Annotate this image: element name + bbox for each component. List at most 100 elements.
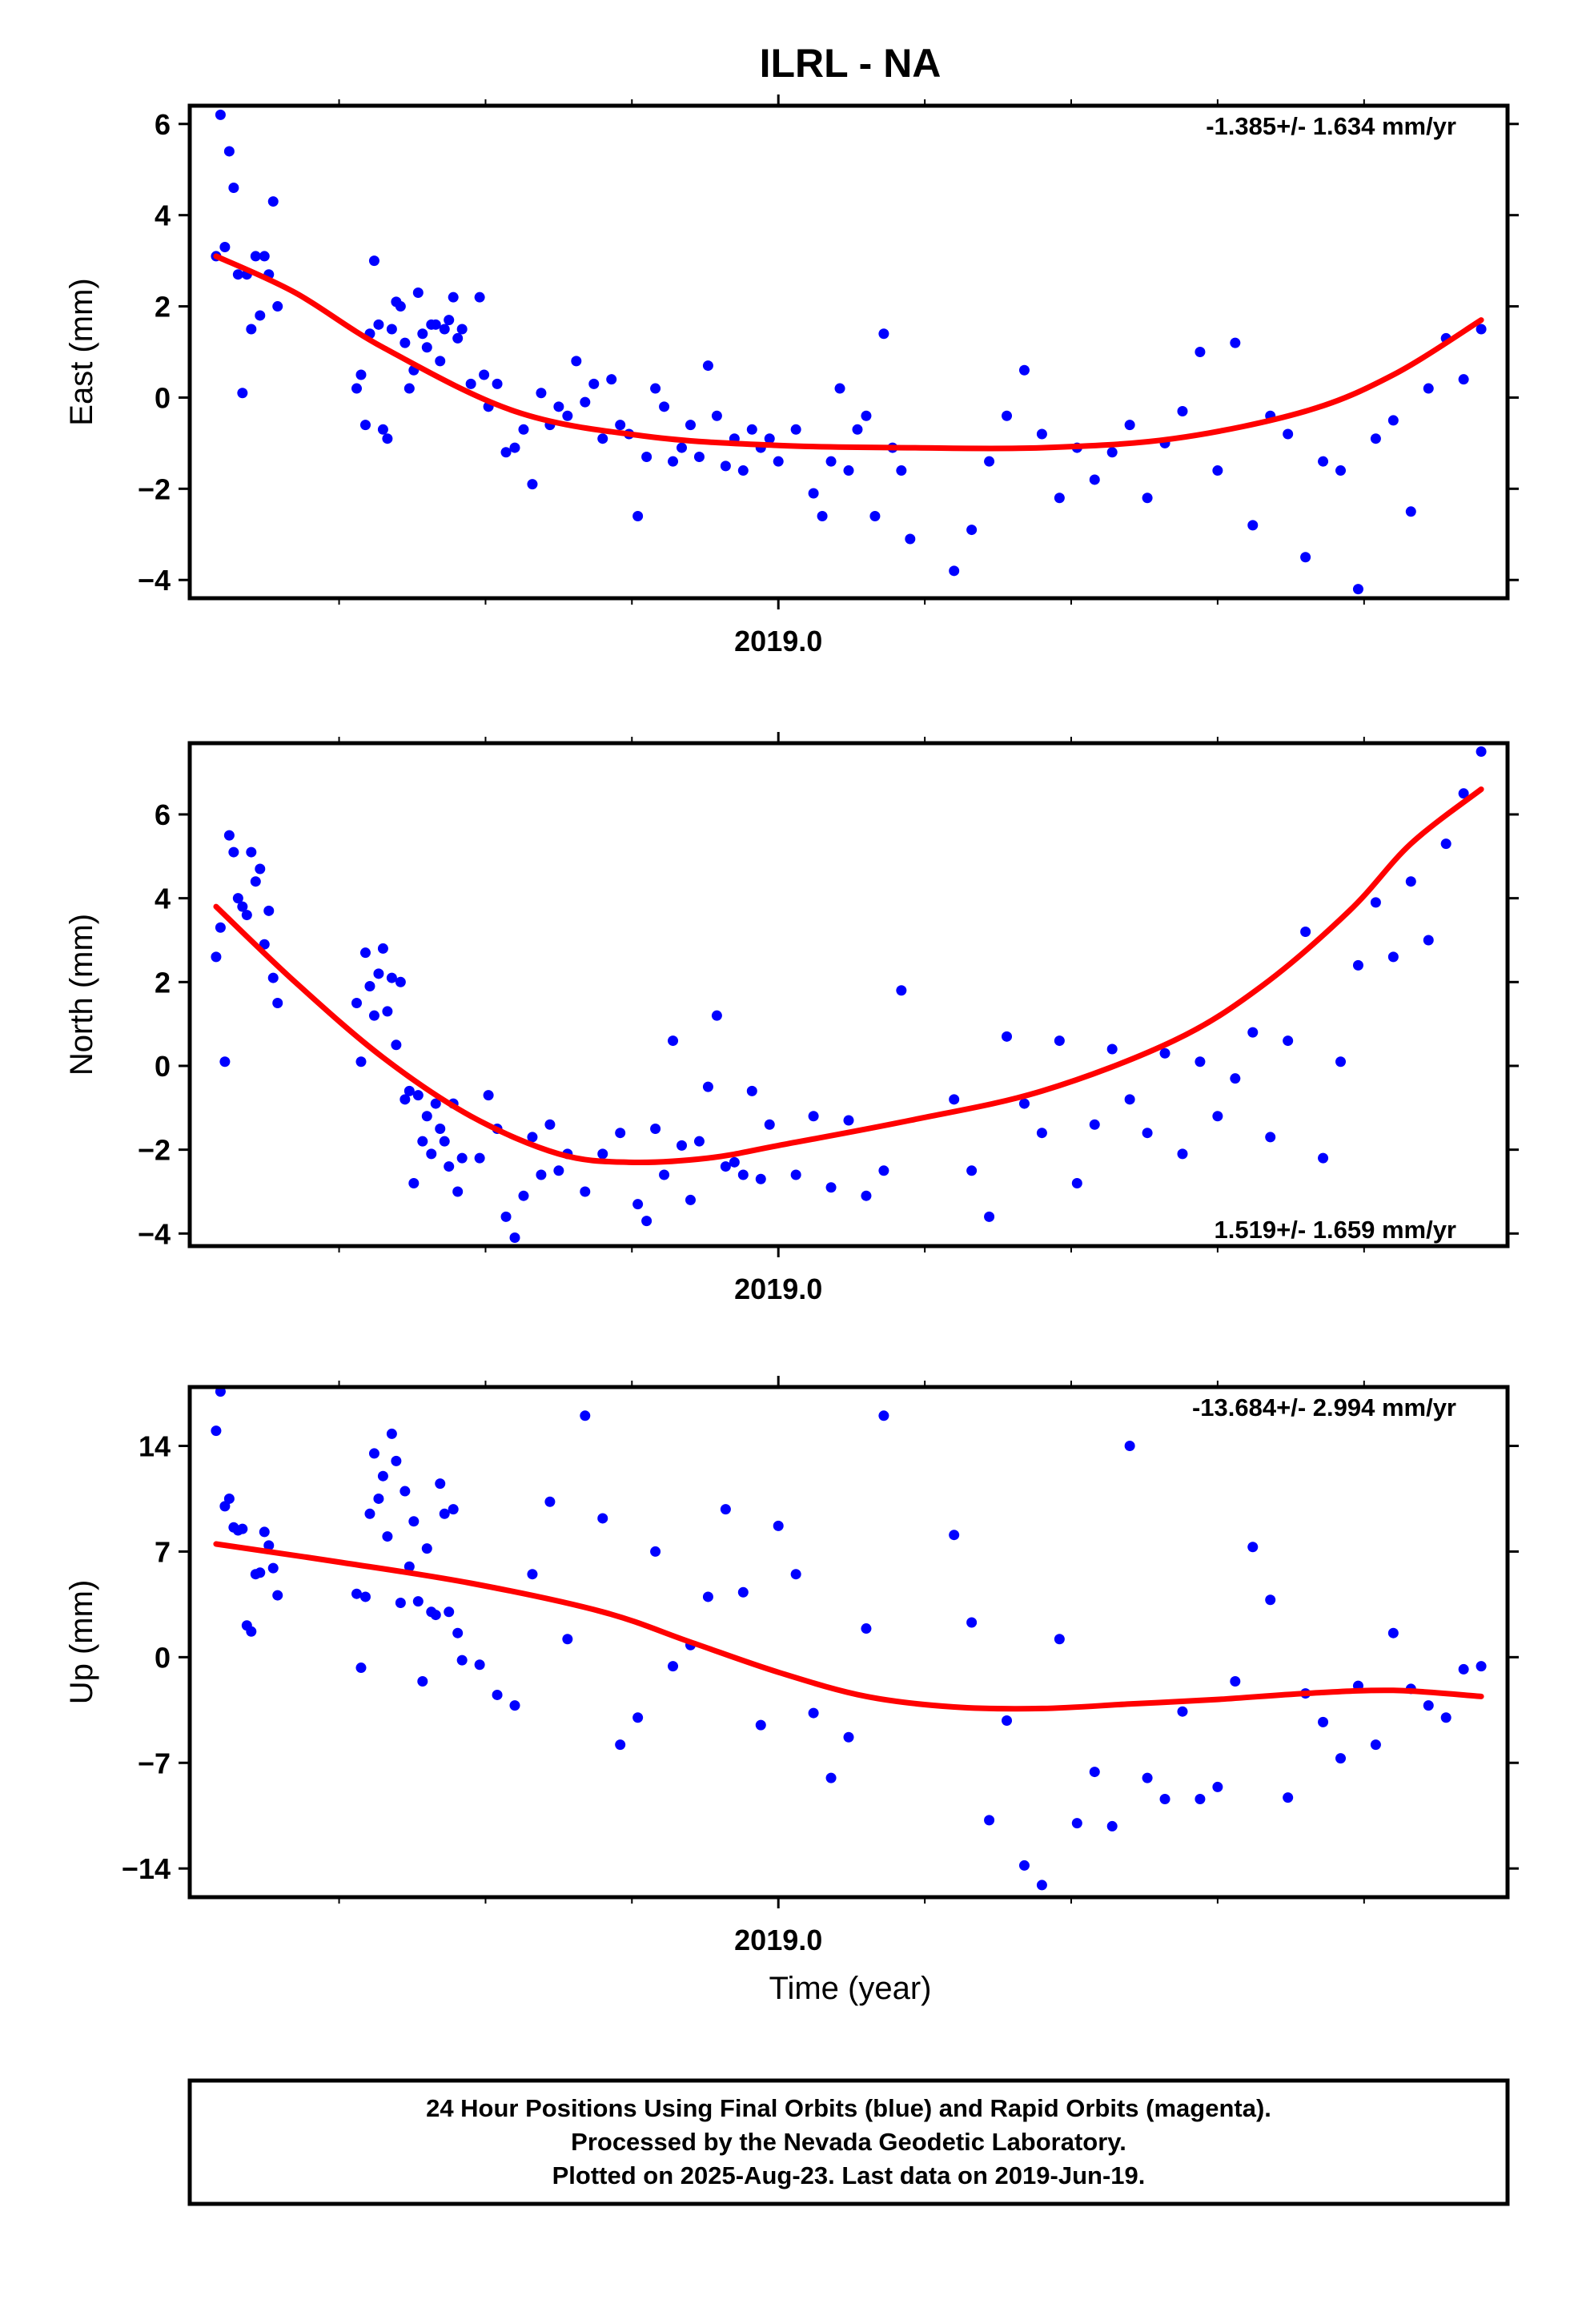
data-point xyxy=(400,337,411,348)
data-point xyxy=(417,1676,428,1687)
data-point xyxy=(500,447,512,458)
data-point xyxy=(368,1448,379,1459)
data-point xyxy=(668,1035,679,1047)
data-point xyxy=(896,985,907,996)
data-point xyxy=(1124,1094,1135,1105)
data-point xyxy=(580,396,591,408)
data-point xyxy=(606,374,617,385)
data-point xyxy=(373,968,384,979)
data-point xyxy=(386,1428,397,1439)
data-point xyxy=(246,324,257,335)
data-point xyxy=(544,1119,556,1130)
data-point xyxy=(632,511,644,521)
data-point xyxy=(1142,493,1153,504)
data-point xyxy=(215,109,226,120)
data-point xyxy=(843,1115,854,1126)
data-point xyxy=(241,910,252,921)
footer-line-3: Plotted on 2025-Aug-23. Last data on 201… xyxy=(552,2161,1146,2189)
data-point xyxy=(400,1094,411,1105)
y-tick-label: 2 xyxy=(155,966,171,999)
data-point xyxy=(386,972,397,983)
north-panel: −4 −2 0 2 4 6 2019.0 North (mm) 1.519+/- 1.659 m… xyxy=(64,732,1519,1305)
data-point xyxy=(465,378,476,389)
data-point xyxy=(702,1591,713,1602)
y-tick-label: −2 xyxy=(138,472,171,505)
y-tick-label: −4 xyxy=(138,564,171,597)
data-point xyxy=(641,1216,652,1227)
y-tick-label: 2 xyxy=(155,291,171,324)
data-point xyxy=(1423,1700,1434,1711)
data-point xyxy=(1370,1739,1381,1751)
data-point xyxy=(1089,1119,1100,1130)
data-point xyxy=(351,1588,362,1599)
data-point xyxy=(1106,447,1118,458)
data-point xyxy=(949,565,960,577)
y-tick-label: −4 xyxy=(138,1217,171,1250)
data-point xyxy=(259,251,270,262)
data-point xyxy=(527,1569,538,1580)
data-point xyxy=(949,1530,960,1541)
data-point xyxy=(861,410,872,421)
data-point xyxy=(588,378,600,389)
data-point xyxy=(359,420,371,431)
data-point xyxy=(808,1111,819,1122)
data-point xyxy=(553,401,564,412)
data-point xyxy=(702,360,713,372)
y-axis-label: East (mm) xyxy=(64,278,99,425)
data-point xyxy=(852,424,863,435)
data-point xyxy=(825,1182,837,1193)
data-point xyxy=(1159,1047,1170,1059)
data-point xyxy=(474,1152,485,1164)
data-point xyxy=(984,456,995,467)
data-point xyxy=(219,242,231,253)
data-point xyxy=(1054,1035,1065,1047)
data-point xyxy=(474,292,485,303)
data-point xyxy=(267,196,279,207)
data-point xyxy=(764,433,775,444)
data-point xyxy=(659,1169,670,1180)
data-point xyxy=(255,310,266,321)
data-point xyxy=(773,1520,784,1531)
data-point xyxy=(1458,1663,1469,1675)
data-point xyxy=(1071,1178,1082,1188)
data-point xyxy=(668,1661,679,1672)
data-point xyxy=(444,315,455,326)
data-point xyxy=(382,1006,393,1017)
data-point xyxy=(395,976,406,987)
data-point xyxy=(448,1504,459,1515)
y-tick-label: 7 xyxy=(155,1535,171,1568)
fit-curve xyxy=(213,786,1484,1165)
data-point xyxy=(1423,935,1434,946)
data-point xyxy=(536,1169,547,1180)
data-point xyxy=(659,401,670,412)
data-point xyxy=(395,1598,406,1608)
data-point xyxy=(1212,1781,1223,1792)
data-point xyxy=(1018,1098,1030,1109)
data-point xyxy=(1335,1753,1347,1764)
data-point xyxy=(755,1719,766,1731)
data-point xyxy=(272,1590,283,1601)
data-point xyxy=(1018,1860,1030,1871)
data-point xyxy=(435,1123,446,1134)
y-axis-label: North (mm) xyxy=(64,914,99,1076)
data-point xyxy=(1036,1880,1047,1891)
data-point xyxy=(1054,1634,1065,1645)
data-point xyxy=(1283,428,1294,440)
y-tick-label: 0 xyxy=(155,1641,171,1674)
data-point xyxy=(668,456,679,467)
data-point xyxy=(1247,1542,1259,1553)
data-point xyxy=(1089,1767,1100,1778)
data-point xyxy=(1002,410,1013,421)
data-point xyxy=(368,1010,379,1021)
data-point xyxy=(408,1516,420,1527)
data-point xyxy=(1124,420,1135,431)
data-point xyxy=(404,1085,415,1096)
y-axis-label: Up (mm) xyxy=(64,1580,99,1705)
data-point xyxy=(500,1211,512,1222)
data-point xyxy=(355,369,367,380)
data-point xyxy=(1265,1594,1276,1606)
data-point xyxy=(1177,1706,1188,1717)
data-point xyxy=(1124,1441,1135,1451)
data-point xyxy=(456,324,468,335)
data-point xyxy=(412,1090,424,1101)
